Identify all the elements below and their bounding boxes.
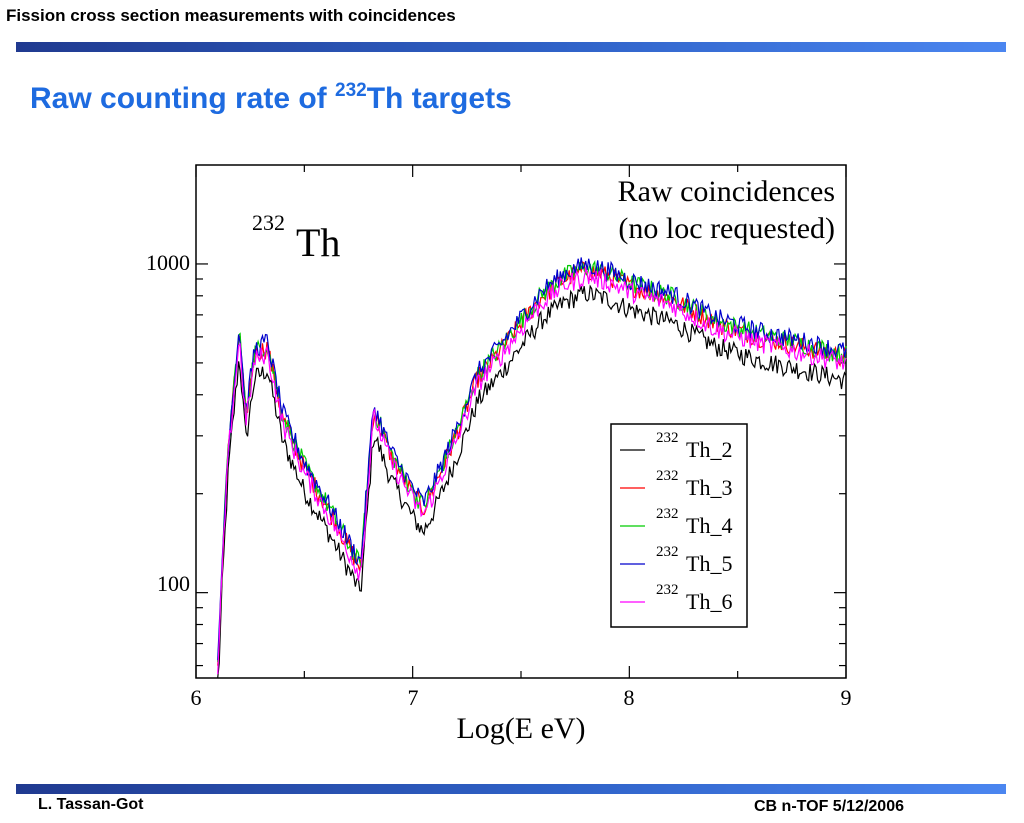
series-layer — [217, 257, 847, 679]
x-tick-label-8: 8 — [624, 685, 635, 710]
legend-mass-Th_6: 232 — [656, 582, 679, 598]
legend-items: 232 Th_2 232 Th_3 232 Th_4 232 Th_5 232 Th_6 — [620, 430, 732, 614]
slide-title-prefix: Raw counting rate of — [30, 82, 336, 115]
slide-title-suffix: Th targets — [366, 82, 512, 115]
x-tick-label-6: 6 — [191, 685, 202, 710]
legend: 232 Th_2 232 Th_3 232 Th_4 232 Th_5 232 Th_6 — [610, 423, 748, 628]
x-tick-label-7: 7 — [408, 685, 419, 710]
footer-bar — [16, 784, 1006, 794]
legend-mass-Th_4: 232 — [656, 506, 679, 522]
slide-title-superscript: 232 — [335, 80, 367, 101]
header-title: Fission cross section measurements with … — [6, 6, 456, 25]
legend-label-Th_5: Th_5 — [686, 551, 732, 576]
header-bar — [16, 42, 1006, 52]
footer-event-date: CB n-TOF 5/12/2006 — [754, 798, 904, 815]
slide-title: Raw counting rate of 232Th targets — [30, 80, 512, 116]
annotation-line-1: Raw coincidences — [618, 175, 835, 208]
legend-label-Th_3: Th_3 — [686, 475, 732, 500]
legend-mass-Th_3: 232 — [656, 468, 679, 484]
legend-label-Th_4: Th_4 — [686, 513, 732, 538]
axis-ticks — [195, 165, 847, 678]
series-line-Th_2 — [217, 284, 847, 679]
series-line-Th_6 — [217, 267, 847, 675]
isotope-mass-annotation: 232 — [252, 210, 285, 235]
y-tick-label-1000: 1000 — [146, 250, 190, 275]
legend-mass-Th_5: 232 — [656, 544, 679, 560]
x-axis-label: Log(E eV) — [456, 712, 585, 745]
y-tick-label-100: 100 — [157, 571, 190, 596]
footer-author: L. Tassan-Got — [38, 796, 144, 813]
isotope-symbol-annotation: Th — [296, 220, 340, 265]
legend-mass-Th_2: 232 — [656, 430, 679, 446]
legend-label-Th_6: Th_6 — [686, 589, 732, 614]
x-tick-label-9: 9 — [841, 685, 852, 710]
annotation-line-2: (no loc requested) — [618, 212, 835, 245]
legend-label-Th_2: Th_2 — [686, 437, 732, 462]
